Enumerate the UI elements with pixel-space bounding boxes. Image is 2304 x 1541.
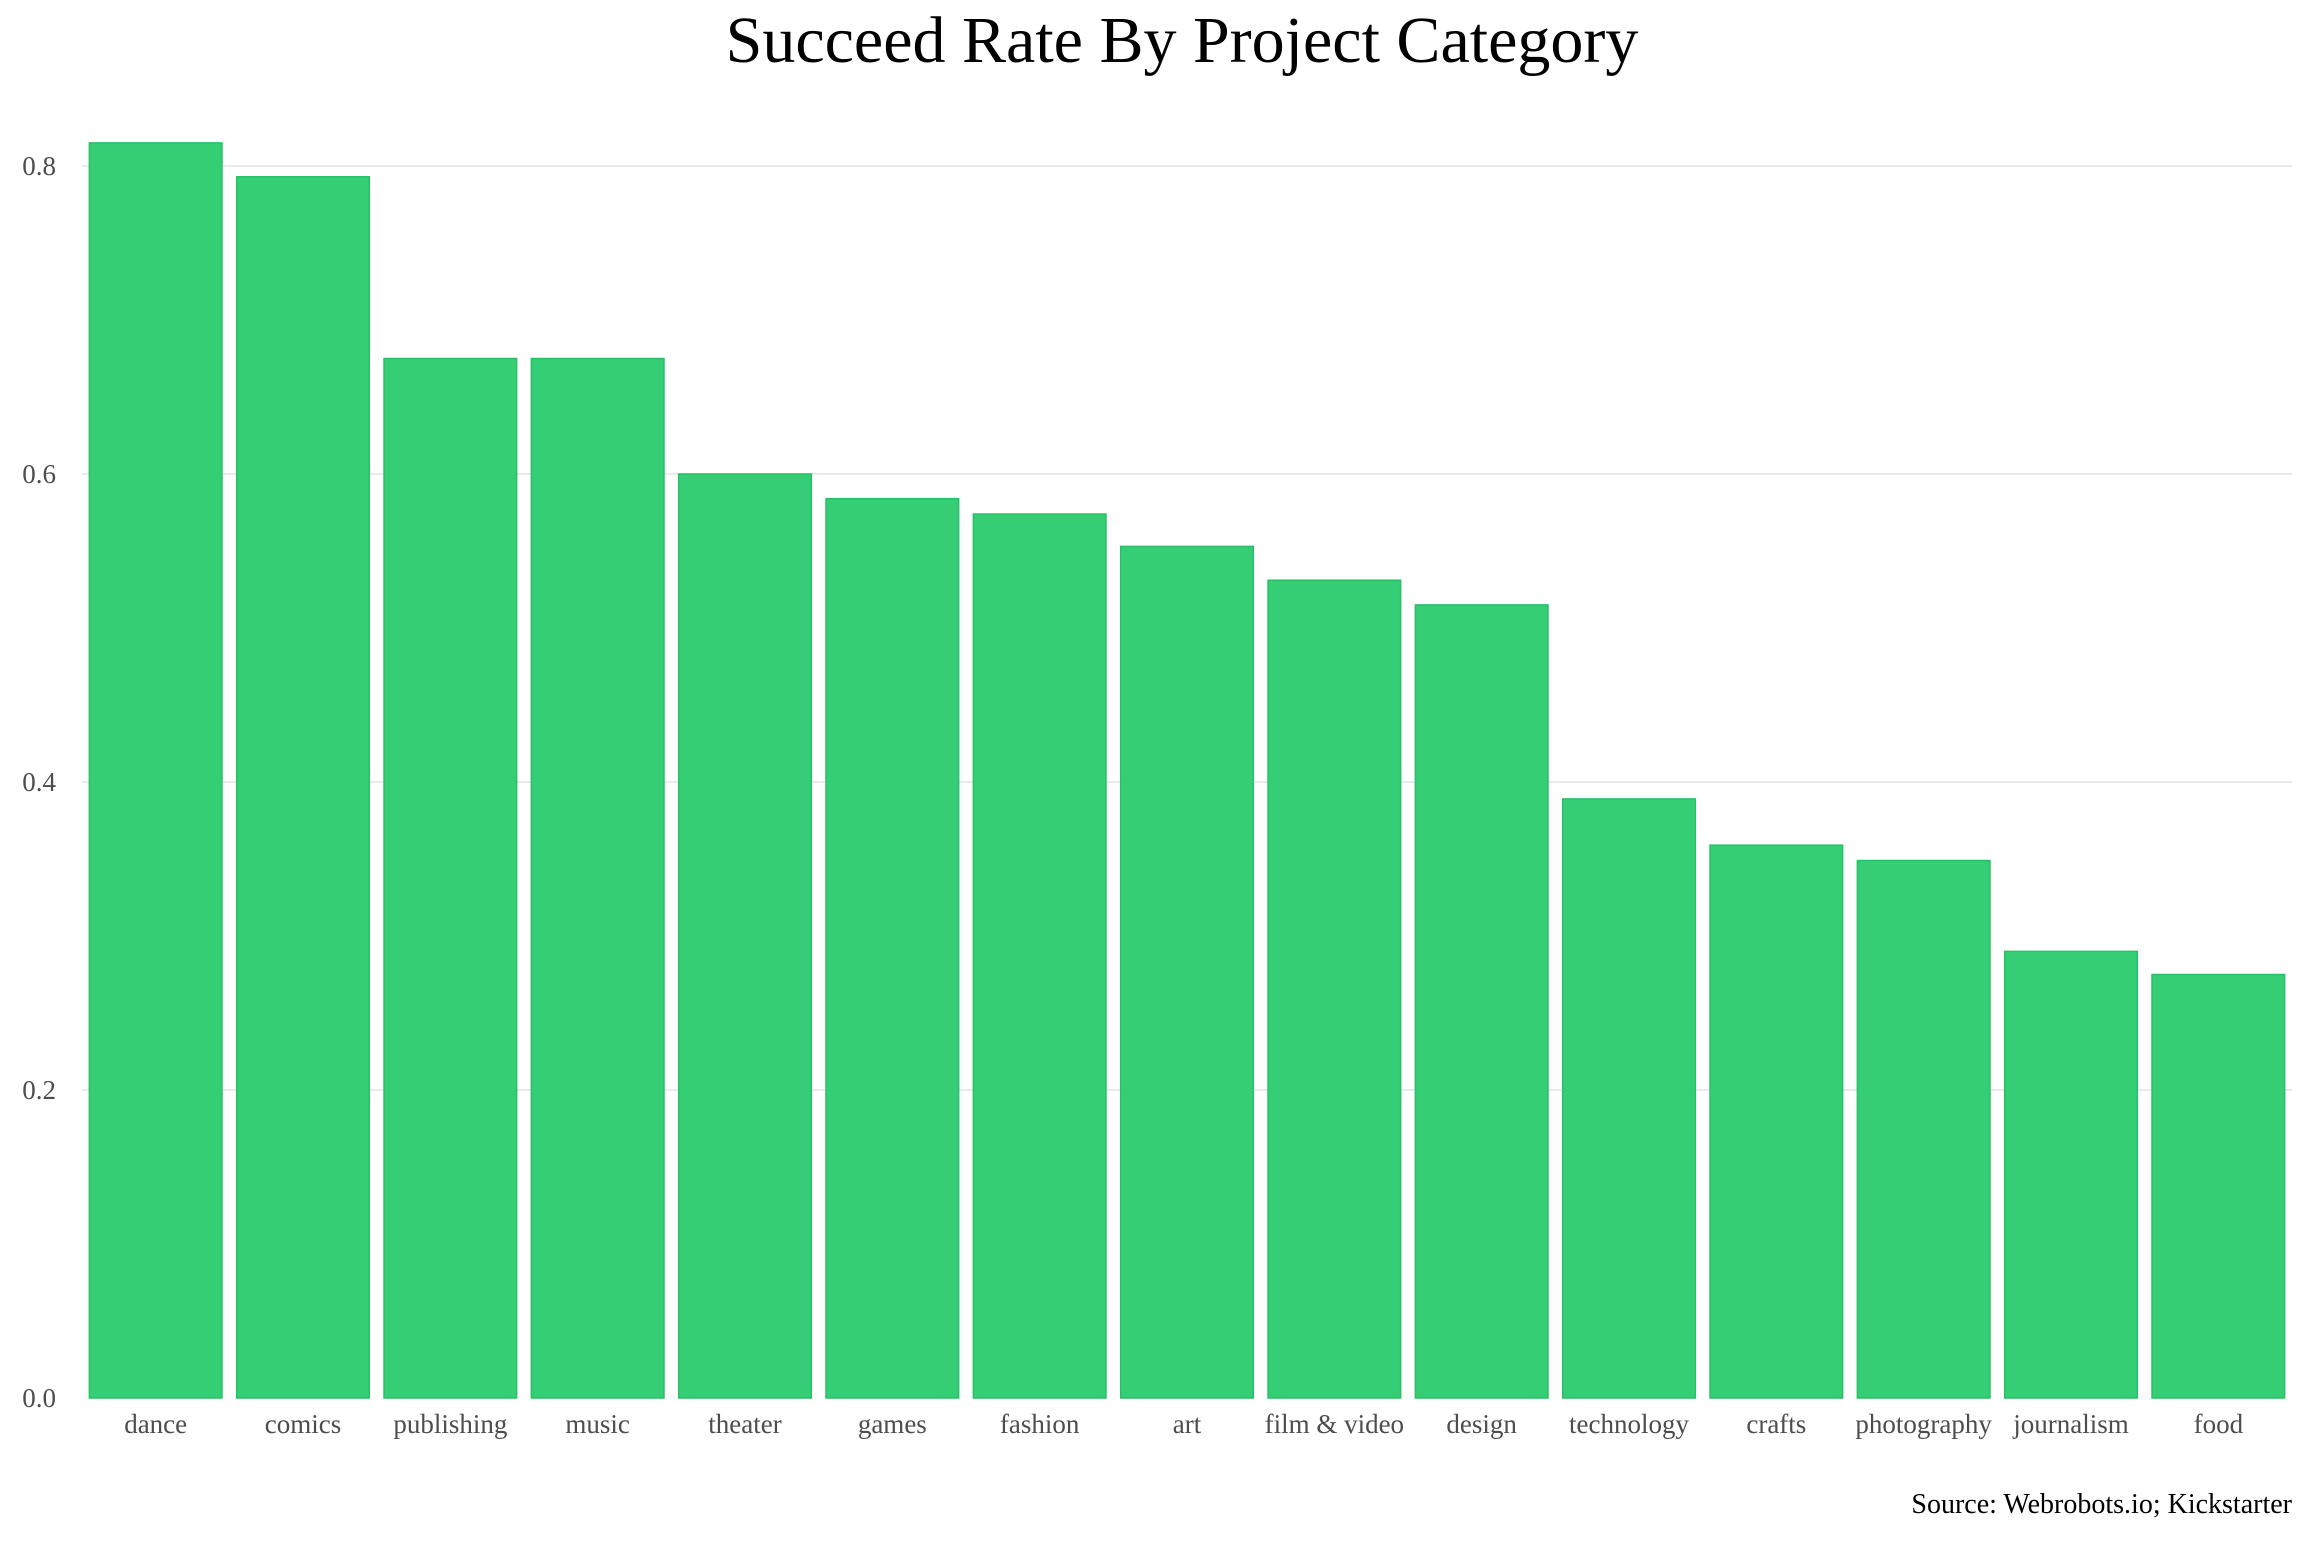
bar-music xyxy=(530,357,665,1399)
chart-caption: Source: Webrobots.io; Kickstarter xyxy=(1911,1489,2292,1520)
chart-title: Succeed Rate By Project Category xyxy=(726,4,1639,77)
x-tick-label: crafts xyxy=(1746,1409,1806,1439)
y-tick-label: 0.4 xyxy=(22,767,56,797)
y-tick-label: 0.2 xyxy=(22,1075,56,1105)
x-tick-label: comics xyxy=(265,1409,341,1439)
bar-fashion xyxy=(972,513,1107,1399)
x-tick-label: dance xyxy=(124,1409,187,1439)
bar-journalism xyxy=(2003,950,2139,1399)
bar-art xyxy=(1119,545,1255,1399)
x-tick-label: journalism xyxy=(2012,1409,2129,1439)
x-axis-ticks: dance comics publishing music theater games fa… xyxy=(124,1409,2243,1439)
x-tick-label: publishing xyxy=(393,1409,507,1439)
bar-film-video xyxy=(1267,579,1402,1399)
bar-comics xyxy=(235,176,371,1399)
bars xyxy=(88,142,2286,1399)
x-tick-label: theater xyxy=(708,1409,781,1439)
x-tick-label: fashion xyxy=(1000,1409,1080,1439)
x-tick-label: film & video xyxy=(1265,1409,1404,1439)
bar-technology xyxy=(1561,798,1697,1399)
bar-games xyxy=(825,497,960,1399)
bar-food xyxy=(2151,973,2286,1399)
x-tick-label: photography xyxy=(1855,1409,1992,1439)
bar-dance xyxy=(88,142,223,1399)
x-tick-label: design xyxy=(1446,1409,1517,1439)
y-tick-label: 0.6 xyxy=(22,459,56,489)
x-tick-label: food xyxy=(2194,1409,2244,1439)
bar-publishing xyxy=(383,357,518,1399)
bar-theater xyxy=(677,473,813,1399)
x-tick-label: music xyxy=(565,1409,630,1439)
x-tick-label: technology xyxy=(1569,1409,1689,1439)
x-tick-label: art xyxy=(1173,1409,1202,1439)
x-tick-label: games xyxy=(858,1409,927,1439)
bar-crafts xyxy=(1709,844,1844,1399)
y-axis-ticks: 0.0 0.2 0.4 0.6 0.8 xyxy=(22,151,56,1413)
y-tick-label: 0.8 xyxy=(22,151,56,181)
bar-design xyxy=(1414,604,1549,1399)
bar-photography xyxy=(1856,859,1991,1399)
y-tick-label: 0.0 xyxy=(22,1383,56,1413)
